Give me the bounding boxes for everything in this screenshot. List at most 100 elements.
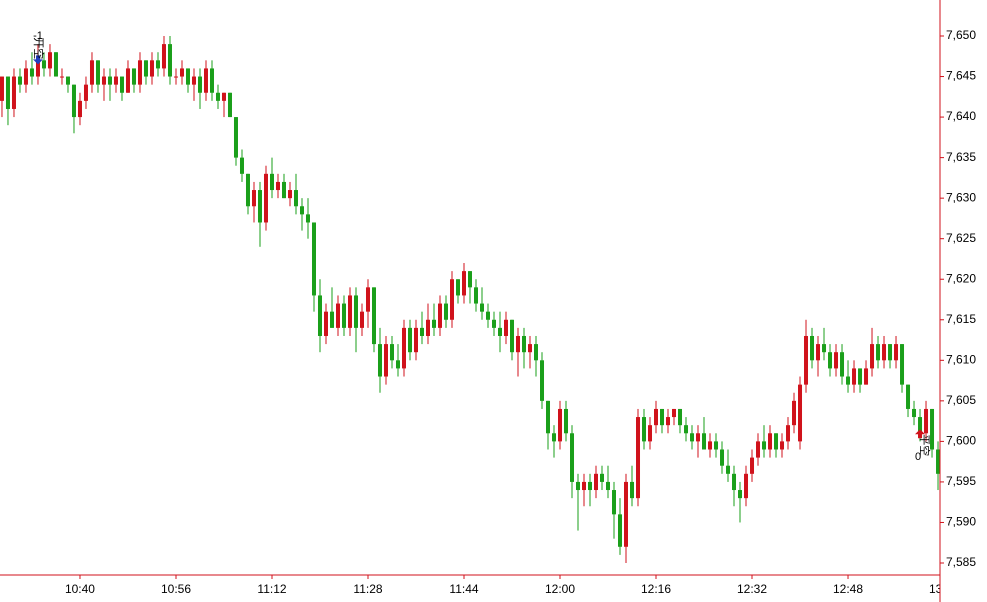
candle-body (5, 76, 10, 109)
candle-body (528, 344, 533, 353)
candle-body (834, 352, 839, 369)
candle-body (197, 76, 202, 93)
candle-body (474, 287, 479, 304)
candle-body (600, 473, 605, 482)
y-tick-label: 7,650 (946, 28, 976, 42)
candle-body (425, 319, 430, 336)
candle-body (209, 68, 214, 93)
candle-body (83, 84, 88, 101)
x-tick-label: 12:00 (545, 582, 575, 596)
candle-body (606, 481, 611, 491)
candle-body (624, 481, 629, 547)
candle-body (552, 433, 557, 442)
candle-body (696, 433, 701, 442)
candle-body (714, 441, 719, 450)
candle-body (654, 408, 659, 426)
y-tick-label: 7,630 (946, 190, 976, 204)
y-tick-label: 7,610 (946, 352, 976, 366)
candle-body (804, 335, 809, 385)
candle-body (179, 68, 184, 77)
candle-body (894, 344, 899, 361)
candle-body (540, 360, 545, 401)
candle-body (858, 368, 863, 385)
candle-body (461, 271, 466, 296)
candle-body (468, 271, 472, 288)
candle-body (876, 344, 881, 361)
x-tick-label: 10:56 (161, 582, 191, 596)
signal-text: 平空 (918, 434, 932, 456)
candle-body (774, 433, 779, 450)
candle-body (389, 344, 394, 361)
candle-body (594, 473, 599, 491)
candle-body (762, 441, 767, 450)
candle-body (750, 457, 755, 474)
candle-body (756, 441, 761, 458)
candle-body (281, 181, 286, 199)
candle-body (864, 368, 869, 385)
candle-body (912, 408, 917, 418)
candle-body (341, 303, 346, 328)
candle-body (173, 76, 178, 78)
candle-body (870, 344, 875, 369)
candle-body (810, 335, 815, 361)
candle-body (47, 52, 52, 69)
candle-body (245, 173, 250, 207)
candle-body (708, 441, 713, 450)
candle-body (498, 327, 503, 336)
candle-body (251, 190, 256, 207)
candle-body (612, 490, 617, 515)
candle-body (449, 279, 454, 320)
candle-body (89, 60, 94, 85)
candle-body (486, 311, 491, 320)
candle-body (720, 449, 725, 466)
candle-body (161, 44, 166, 69)
candle-body (11, 76, 16, 109)
candle-body (840, 352, 845, 377)
candle-body (371, 287, 376, 345)
candle-body (167, 44, 172, 77)
candle-body (546, 400, 551, 434)
candle-body (492, 319, 497, 328)
candle-body (377, 344, 382, 377)
candle-body (480, 303, 485, 312)
candle-body (630, 481, 635, 499)
signal-position: 0 (915, 451, 921, 463)
candle-body (395, 360, 400, 369)
candle-body (41, 60, 46, 69)
candle-body (185, 68, 190, 85)
candle-body (257, 190, 262, 223)
candle-body (335, 303, 340, 328)
candle-body (23, 68, 28, 85)
y-tick-label: 7,590 (946, 515, 976, 529)
y-tick-label: 7,645 (946, 69, 976, 83)
candle-body (816, 344, 821, 361)
candle-body (191, 76, 196, 85)
candle-body (443, 303, 448, 320)
plot-area: 10:40 10:56 11:12 11:28 11:44 12:00 12:16 12:32… (0, 30, 940, 596)
candle-body (113, 76, 118, 85)
y-tick-label: 7,605 (946, 393, 976, 407)
candle-body (504, 319, 509, 336)
candle-body (305, 214, 310, 223)
candle-body (672, 408, 677, 418)
candle-body (852, 368, 857, 385)
candle-body (119, 76, 124, 93)
candle-body (726, 465, 731, 474)
candle-body (780, 441, 785, 450)
candle-body (882, 344, 887, 361)
candle-body (227, 92, 232, 118)
candle-body (275, 181, 280, 191)
x-tick-label: 11:44 (449, 582, 478, 596)
x-tick-label: 10:40 (65, 582, 95, 596)
candle-body (732, 473, 737, 491)
candle-body (684, 425, 689, 434)
candle-body (35, 60, 40, 77)
x-tick-label: 12:32 (737, 582, 767, 596)
candle-body (29, 68, 34, 77)
candle-body (365, 287, 370, 312)
candle-body (239, 157, 244, 174)
candle-body (53, 52, 58, 77)
candle-body (564, 408, 569, 434)
signal-arrow (32, 55, 43, 65)
